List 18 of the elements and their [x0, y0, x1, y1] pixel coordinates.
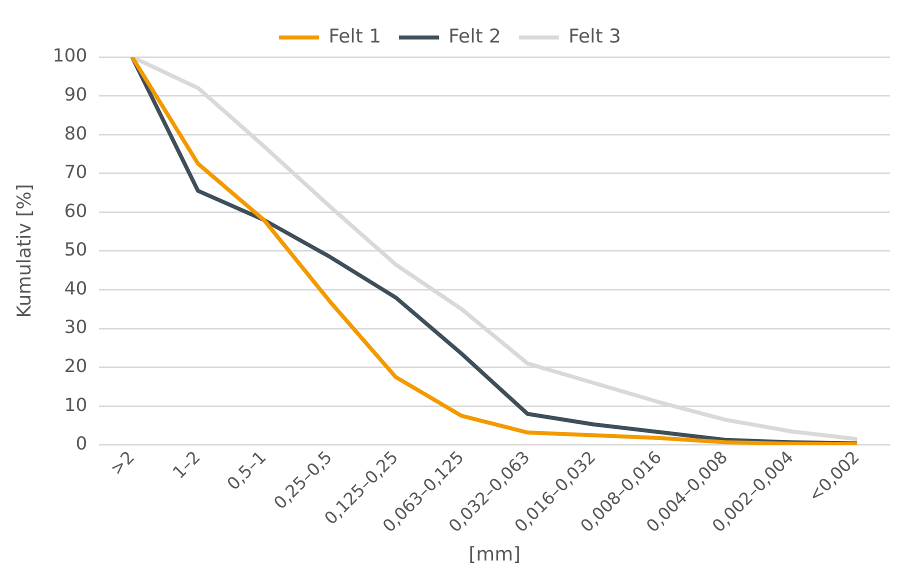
x-axis-title: [mm] [468, 544, 520, 566]
y-tick-label: 90 [64, 84, 88, 106]
y-tick-label: 70 [64, 162, 88, 184]
y-tick-label: 60 [64, 200, 88, 222]
x-tick-label: 1–2 [169, 448, 205, 484]
y-tick-label: 40 [64, 278, 88, 300]
y-tick-label: 80 [64, 123, 88, 144]
y-tick-label: 30 [64, 317, 88, 338]
y-tick-label: 100 [52, 46, 88, 67]
y-axis-title: Kumulativ [%] [13, 184, 36, 318]
legend-label: Felt 2 [448, 25, 501, 48]
legend-label: Felt 3 [568, 25, 621, 48]
legend-label: Felt 1 [328, 25, 382, 48]
y-tick-label: 10 [64, 394, 88, 416]
y-tick-label: 50 [64, 240, 88, 261]
y-tick-label: 20 [64, 356, 88, 378]
y-tick-label: 0 [76, 434, 88, 455]
x-tick-label: >2 [106, 448, 139, 480]
